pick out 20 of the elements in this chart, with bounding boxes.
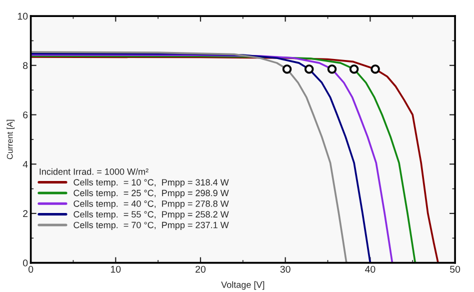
y-tick-label: 4 — [22, 160, 28, 168]
y-tick-label: 2 — [23, 210, 28, 217]
x-tick-label: 0 — [28, 266, 34, 273]
y-tick-label: 6 — [23, 111, 28, 118]
y-axis-title: Current [A] — [6, 120, 14, 160]
x-axis-title: Voltage [V] — [221, 281, 264, 290]
x-tick-label: 30 — [280, 266, 290, 273]
x-tick-label: 20 — [196, 266, 206, 273]
legend-label: Cells temp. = 25 °C, Pmpp = 298.9 W — [74, 190, 229, 198]
legend-label: Cells temp. = 40 °C, Pmpp = 278.8 W — [74, 200, 229, 209]
x-tick-label: 50 — [450, 266, 460, 273]
legend-label: Cells temp. = 10 °C, Pmpp = 318.4 W — [74, 178, 229, 188]
y-tick-label: 10 — [18, 12, 28, 20]
legend-title: Incident Irrad. = 1000 W/m² — [40, 168, 148, 175]
legend-label: Cells temp. = 70 °C, Pmpp = 237.1 W — [74, 222, 229, 230]
x-tick-label: 40 — [365, 266, 376, 273]
x-tick-label: 10 — [110, 266, 121, 273]
legend-label: Cells temp. = 55 °C, Pmpp = 258.2 W — [74, 210, 229, 220]
y-tick-label: 0 — [23, 260, 28, 266]
y-tick-label: 8 — [23, 62, 28, 70]
